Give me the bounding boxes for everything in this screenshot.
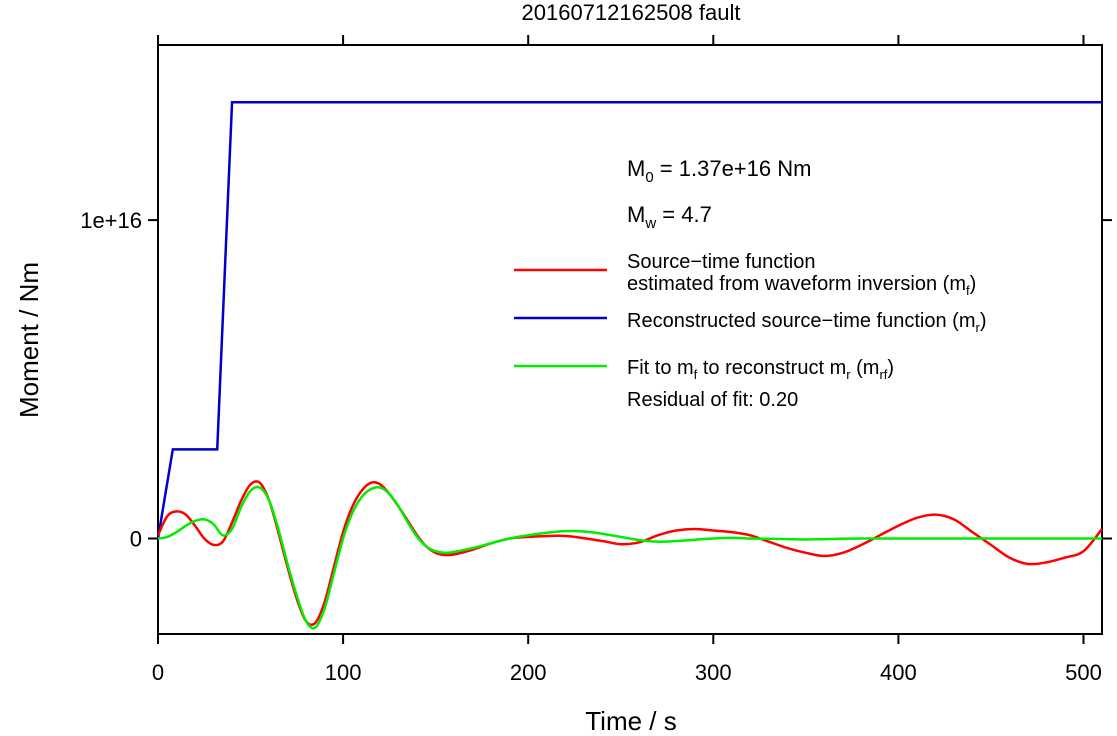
series-line-1: [156, 101, 1102, 539]
mw-annotation: Mw = 4.7: [627, 202, 712, 232]
y-axis: 0 1e+16: [80, 208, 1112, 551]
legend-green: Fit to mf to reconstruct mr (mrf): [627, 357, 894, 382]
x-tick-label: 500: [1065, 660, 1102, 685]
legend-red-line2-pre: estimated from waveform inversion (m: [627, 273, 966, 295]
legend-red-line1: Source−time function: [627, 251, 815, 273]
m0-value: = 1.37e+16 Nm: [654, 156, 812, 181]
legend-green-pre: Fit to m: [627, 357, 694, 379]
legend-blue-sub: r: [976, 320, 981, 335]
mw-prefix: M: [627, 202, 645, 227]
mw-value: = 4.7: [656, 202, 712, 227]
mw-sub: w: [644, 215, 656, 232]
legend-green-sub2: r: [846, 367, 851, 382]
legend-blue-post: ): [980, 310, 987, 332]
x-tick-label: 0: [152, 660, 164, 685]
legend-green-sub3: rf: [879, 367, 887, 382]
series-line-0: [156, 480, 1103, 627]
legend-green-post: ): [887, 357, 894, 379]
x-tick-label: 100: [325, 660, 362, 685]
m0-prefix: M: [627, 156, 645, 181]
legend-red-line2-post: ): [970, 273, 977, 295]
chart-title: 20160712162508 fault: [522, 0, 741, 25]
legend-red-sub: f: [966, 283, 970, 298]
legend-blue: Reconstructed source−time function (mr): [627, 310, 987, 335]
legend-red-line2: estimated from waveform inversion (mf): [627, 273, 976, 298]
series-line-2: [157, 485, 1102, 630]
y-axis-label: Moment / Nm: [14, 262, 44, 418]
m0-annotation: M0 = 1.37e+16 Nm: [627, 156, 811, 186]
legend-blue-pre: Reconstructed source−time function (m: [627, 310, 976, 332]
m0-sub: 0: [645, 169, 653, 186]
y-tick-label: 0: [130, 526, 142, 551]
x-axis: 0 100 200 300 400 500: [152, 35, 1102, 685]
x-tick-label: 300: [695, 660, 732, 685]
legend-green-mid2: (m: [851, 357, 880, 379]
plot-frame: [157, 44, 1103, 635]
y-tick-label: 1e+16: [80, 208, 142, 233]
x-axis-label: Time / s: [585, 706, 676, 736]
series-layer: [156, 101, 1103, 630]
legend: Source−time function estimated from wave…: [514, 251, 987, 411]
x-tick-label: 400: [880, 660, 917, 685]
x-tick-label: 200: [510, 660, 547, 685]
residual-annotation: Residual of fit: 0.20: [627, 389, 798, 411]
legend-green-mid: to reconstruct m: [697, 357, 846, 379]
legend-green-sub1: f: [694, 367, 698, 382]
